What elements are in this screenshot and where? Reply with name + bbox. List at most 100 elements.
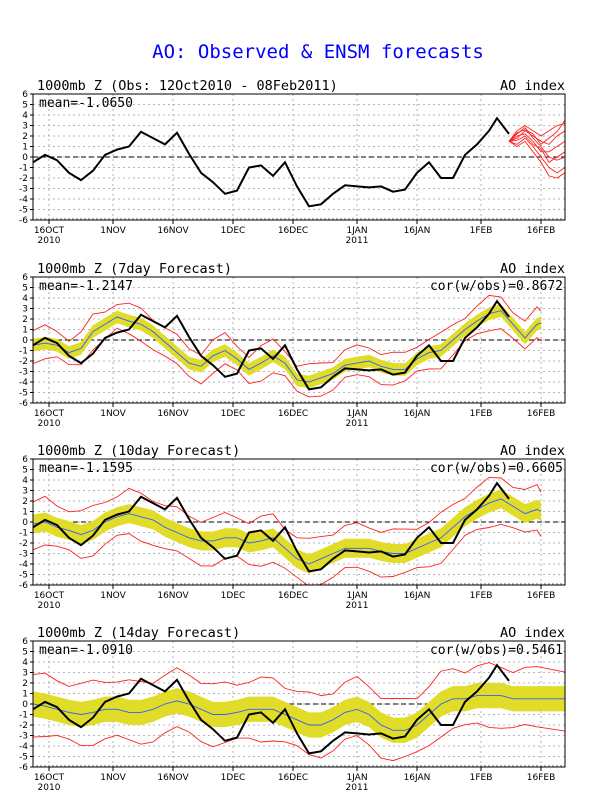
x-tick-label: 1JAN <box>346 409 367 419</box>
y-tick-label: -3 <box>19 368 28 378</box>
y-tick-label: 4 <box>22 476 28 486</box>
y-tick-label: -1 <box>19 164 28 174</box>
x-tick-year: 2010 <box>38 419 61 429</box>
x-tick-label: 16DEC <box>278 409 308 419</box>
x-tick-label: 16DEC <box>278 773 308 783</box>
forecast-member-7 <box>508 135 565 163</box>
y-tick-label: 5 <box>22 101 28 111</box>
ensemble-spread-band <box>33 683 565 743</box>
x-tick-year: 2011 <box>346 236 369 246</box>
x-tick-label: 1NOV <box>100 591 126 601</box>
observed-line <box>33 299 510 391</box>
y-tick-label: 0 <box>22 336 28 346</box>
y-tick-label: 4 <box>22 294 28 304</box>
ensemble-lower-envelope <box>33 722 565 762</box>
x-tick-label: 16FEB <box>527 226 556 236</box>
plot-area <box>33 476 542 585</box>
y-tick-label: -4 <box>19 742 28 752</box>
y-tick-label: -6 <box>19 216 28 226</box>
x-tick-label: 16JAN <box>404 409 431 419</box>
x-tick-label: 1FEB <box>470 773 493 783</box>
y-tick-label: 5 <box>22 648 28 658</box>
observed-line <box>33 481 510 573</box>
y-tick-label: -4 <box>19 195 28 205</box>
y-tick-label: -3 <box>19 185 28 195</box>
x-tick-label: 1DEC <box>221 226 246 236</box>
y-tick-label: 1 <box>22 143 28 153</box>
panel-title: 1000mb Z (10day Forecast) <box>37 443 240 459</box>
plot-area <box>33 294 542 398</box>
y-tick-label: -1 <box>19 529 28 539</box>
panel-right-label: AO index <box>500 78 565 94</box>
x-tick-year: 2011 <box>346 601 369 611</box>
y-tick-label: 0 <box>22 700 28 710</box>
ensemble-upper-envelope <box>33 476 542 539</box>
y-tick-label: -1 <box>19 347 28 357</box>
y-tick-label: 3 <box>22 669 28 679</box>
x-tick-label: 1JAN <box>346 773 367 783</box>
mean-label: mean=-1.1595 <box>39 461 133 476</box>
observed-line <box>33 663 510 755</box>
mean-label: mean=-1.0910 <box>39 643 133 658</box>
x-tick-label: 16FEB <box>527 591 556 601</box>
y-tick-label: -6 <box>19 581 28 591</box>
panel-right-label: AO index <box>500 625 565 641</box>
x-tick-label: 16JAN <box>404 773 431 783</box>
x-tick-label: 1JAN <box>346 226 367 236</box>
y-tick-label: 1 <box>22 690 28 700</box>
panel-2: 1000mb Z (7day Forecast) AO index -6-5-4-3… <box>19 261 566 429</box>
x-tick-label: 1NOV <box>100 773 126 783</box>
ensemble-mean-line <box>33 695 565 731</box>
y-tick-label: -6 <box>19 399 28 409</box>
y-tick-label: 1 <box>22 326 28 336</box>
y-tick-label: 3 <box>22 122 28 132</box>
y-tick-label: -5 <box>19 753 28 763</box>
x-tick-label: 16FEB <box>527 409 556 419</box>
y-tick-label: 0 <box>22 153 28 163</box>
panel-4: 1000mb Z (14day Forecast) AO index-6-5-4-… <box>19 625 566 793</box>
y-tick-label: 5 <box>22 284 28 294</box>
forecast-member-8 <box>508 120 565 146</box>
y-tick-label: 6 <box>22 273 28 283</box>
y-tick-label: 4 <box>22 658 28 668</box>
ensemble-mean-line <box>33 498 542 565</box>
x-tick-label: 1NOV <box>100 409 126 419</box>
x-tick-label: 1DEC <box>221 591 246 601</box>
y-tick-label: -5 <box>19 389 28 399</box>
y-tick-label: 2 <box>22 132 28 142</box>
y-tick-label: 0 <box>22 518 28 528</box>
x-tick-label: 16OCT <box>34 773 65 783</box>
y-tick-label: -3 <box>19 732 28 742</box>
y-tick-label: 6 <box>22 455 28 465</box>
x-tick-label: 16NOV <box>157 773 189 783</box>
correlation-label: cor(w/obs)=0.8672 <box>430 279 563 294</box>
y-tick-label: -4 <box>19 378 28 388</box>
y-tick-label: 3 <box>22 305 28 315</box>
y-tick-label: 4 <box>22 111 28 121</box>
x-tick-label: 16NOV <box>157 409 189 419</box>
ensemble-spread-band <box>33 304 541 389</box>
panels: 1000mb Z (Obs: 12Oct2010 - 08Feb2011) AO … <box>19 78 566 793</box>
x-tick-label: 1DEC <box>221 773 246 783</box>
observed-line <box>33 116 510 208</box>
panel-3: 1000mb Z (10day Forecast) AO index-6-5-4-… <box>19 443 566 611</box>
x-tick-label: 16OCT <box>34 409 65 419</box>
x-tick-label: 1FEB <box>470 409 493 419</box>
panel-title: 1000mb Z (7day Forecast) <box>37 261 232 277</box>
y-tick-label: -5 <box>19 206 28 216</box>
x-tick-label: 1NOV <box>100 226 126 236</box>
correlation-label: cor(w/obs)=0.6605 <box>430 461 563 476</box>
x-tick-label: 16FEB <box>527 773 556 783</box>
plot-area <box>33 116 565 208</box>
y-tick-label: 5 <box>22 466 28 476</box>
x-tick-year: 2010 <box>38 236 61 246</box>
y-tick-label: -2 <box>19 174 28 184</box>
y-tick-label: -2 <box>19 721 28 731</box>
y-tick-label: 3 <box>22 487 28 497</box>
y-tick-label: -4 <box>19 560 28 570</box>
x-tick-label: 1DEC <box>221 409 246 419</box>
x-tick-label: 16NOV <box>157 226 189 236</box>
mean-label: mean=-1.2147 <box>39 279 133 294</box>
x-tick-year: 2011 <box>346 419 369 429</box>
